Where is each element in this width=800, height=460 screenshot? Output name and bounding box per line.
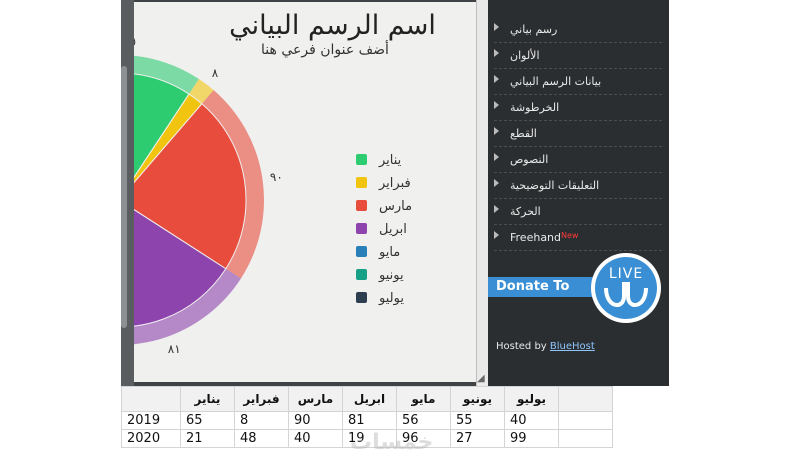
legend-swatch[interactable] bbox=[356, 200, 367, 211]
legend-swatch[interactable] bbox=[356, 177, 367, 188]
table-header-row: يناير فبراير مارس ابريل مايو يونيو يوليو bbox=[121, 386, 613, 412]
sidebar-item-label: النصوص bbox=[510, 153, 549, 166]
row-label[interactable]: 2020 bbox=[121, 429, 181, 448]
legend-label[interactable]: فبراير bbox=[378, 176, 411, 191]
table-header[interactable]: مايو bbox=[396, 386, 451, 412]
table-cell[interactable]: 21 bbox=[180, 429, 235, 448]
left-scrollbar-thumb[interactable] bbox=[121, 66, 127, 328]
table-cell[interactable]: 40 bbox=[504, 411, 559, 430]
bluehost-link[interactable]: BlueHost bbox=[549, 341, 595, 352]
sidebar-item-label: التعليقات التوضيحية bbox=[510, 179, 600, 192]
arrow-icon bbox=[494, 231, 499, 239]
row-label[interactable]: 2019 bbox=[121, 411, 181, 430]
pie-slice[interactable] bbox=[134, 73, 190, 200]
arrow-icon bbox=[494, 75, 499, 83]
table-cell[interactable]: 90 bbox=[288, 411, 343, 430]
table-header[interactable]: فبراير bbox=[234, 386, 289, 412]
livegap-logo[interactable]: LIVE bbox=[590, 252, 662, 324]
legend-label[interactable]: مارس bbox=[379, 199, 412, 214]
table-header[interactable]: يوليو bbox=[504, 386, 559, 412]
sidebar-item-texts[interactable]: النصوص bbox=[494, 147, 662, 173]
table-cell[interactable]: 40 bbox=[288, 429, 343, 448]
chart-panel: ٦٥٨٩٠٨١٥٦٥٥٤٠ينايرفبرايرمارسابريلمايويون… bbox=[134, 2, 476, 382]
sidebar-item-chart[interactable]: رسم بياني bbox=[494, 17, 662, 43]
arrow-icon bbox=[494, 49, 499, 57]
arrow-icon bbox=[494, 179, 499, 187]
watermark: خمسات bbox=[350, 430, 434, 455]
data-label: ٩٠ bbox=[270, 170, 283, 184]
sidebar-item-freehand[interactable]: FreehandNew bbox=[494, 225, 662, 251]
table-cell[interactable]: 65 bbox=[180, 411, 235, 430]
arrow-icon bbox=[494, 127, 499, 135]
table-row: 2020 21 48 40 19 96 27 99 bbox=[121, 429, 613, 448]
arrow-icon bbox=[494, 205, 499, 213]
table-cell[interactable]: 56 bbox=[396, 411, 451, 430]
arrow-icon bbox=[494, 23, 499, 31]
legend-swatch[interactable] bbox=[356, 154, 367, 165]
pie-slice-rim[interactable] bbox=[201, 90, 264, 279]
pie-slice-rim[interactable] bbox=[134, 268, 241, 345]
pie-slice[interactable] bbox=[134, 200, 227, 327]
table-cell[interactable]: 8 bbox=[234, 411, 289, 430]
legend-label[interactable]: يناير bbox=[378, 153, 402, 168]
table-cell[interactable]: 27 bbox=[450, 429, 505, 448]
legend-label[interactable]: ابريل bbox=[379, 222, 407, 237]
legend-swatch[interactable] bbox=[356, 246, 367, 257]
donate-button[interactable]: Donate To bbox=[488, 277, 598, 297]
table-row: 2019 65 8 90 81 56 55 40 bbox=[121, 411, 613, 430]
data-label: ٨ bbox=[212, 66, 219, 80]
sidebar-item-label: رسم بياني bbox=[510, 23, 558, 36]
table-empty-cell[interactable] bbox=[558, 386, 613, 412]
sidebar-item-label: الألوان bbox=[510, 49, 540, 62]
svg-text:LIVE: LIVE bbox=[609, 266, 643, 282]
sidebar-item-chart-data[interactable]: بيانات الرسم البياني bbox=[494, 69, 662, 95]
settings-sidebar: رسم بياني الألوان بيانات الرسم البياني ا… bbox=[488, 0, 669, 386]
legend-label[interactable]: يوليو bbox=[378, 291, 404, 306]
table-cell[interactable]: 96 bbox=[396, 429, 451, 448]
chart-title: اسم الرسم البياني bbox=[229, 10, 436, 41]
hosted-by-text: Hosted by BlueHost bbox=[496, 341, 595, 352]
sidebar-item-annotations[interactable]: التعليقات التوضيحية bbox=[494, 173, 662, 199]
table-cell[interactable]: 81 bbox=[342, 411, 397, 430]
data-table: يناير فبراير مارس ابريل مايو يونيو يوليو… bbox=[121, 386, 613, 448]
sidebar-item-label: القطع bbox=[510, 127, 537, 140]
table-header[interactable]: يناير bbox=[180, 386, 235, 412]
sidebar-item-label: بيانات الرسم البياني bbox=[510, 75, 602, 88]
table-empty-cell[interactable] bbox=[558, 411, 613, 430]
pie-chart: ٦٥٨٩٠٨١٥٦٥٥٤٠ينايرفبرايرمارسابريلمايويون… bbox=[134, 34, 412, 356]
sidebar-item-animation[interactable]: الحركة bbox=[494, 199, 662, 225]
sidebar-item-label: FreehandNew bbox=[510, 231, 579, 244]
resize-grip-icon[interactable]: ◢ bbox=[477, 373, 485, 384]
sidebar-item-cartridge[interactable]: الخرطوشة bbox=[494, 95, 662, 121]
table-header[interactable]: ابريل bbox=[342, 386, 397, 412]
table-header[interactable]: يونيو bbox=[450, 386, 505, 412]
table-cell[interactable]: 19 bbox=[342, 429, 397, 448]
legend-swatch[interactable] bbox=[356, 223, 367, 234]
data-label: ٨١ bbox=[168, 342, 181, 356]
sidebar-item-label: الحركة bbox=[510, 205, 541, 218]
table-cell[interactable]: 55 bbox=[450, 411, 505, 430]
chart-subtitle: أضف عنوان فرعي هنا bbox=[261, 42, 389, 58]
legend-swatch[interactable] bbox=[356, 269, 367, 280]
legend-label[interactable]: مايو bbox=[378, 245, 400, 260]
table-empty-cell[interactable] bbox=[558, 429, 613, 448]
table-cell[interactable]: 48 bbox=[234, 429, 289, 448]
panel-gutter bbox=[476, 0, 488, 386]
new-badge: New bbox=[561, 231, 579, 240]
arrow-icon bbox=[494, 153, 499, 161]
legend-swatch[interactable] bbox=[356, 292, 367, 303]
table-corner bbox=[121, 386, 181, 412]
data-label: ٦٥ bbox=[134, 34, 136, 48]
sidebar-item-label: الخرطوشة bbox=[510, 101, 560, 114]
legend-label[interactable]: يونيو bbox=[378, 268, 404, 283]
sidebar-item-colors[interactable]: الألوان bbox=[494, 43, 662, 69]
pie-slice-rim[interactable] bbox=[189, 79, 214, 104]
pie-slice-rim[interactable] bbox=[134, 55, 199, 95]
table-cell[interactable]: 99 bbox=[504, 429, 559, 448]
arrow-icon bbox=[494, 101, 499, 109]
table-header[interactable]: مارس bbox=[288, 386, 343, 412]
sidebar-item-segments[interactable]: القطع bbox=[494, 121, 662, 147]
